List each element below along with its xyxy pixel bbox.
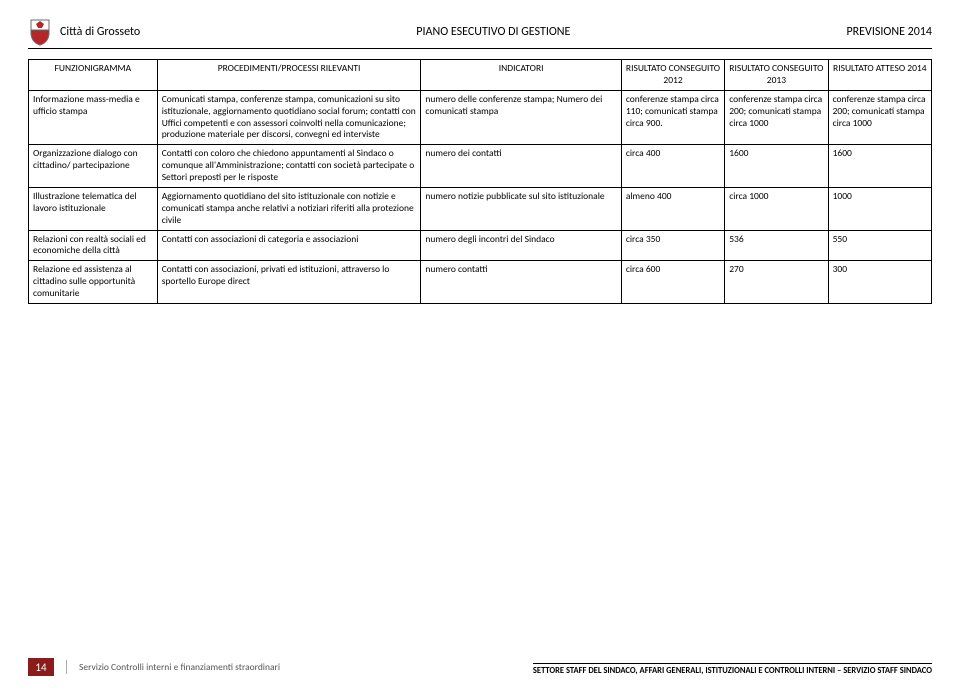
cell-r2012: conferenze stampa circa 110; comunicati …: [621, 90, 724, 145]
cell-r2012: circa 600: [621, 261, 724, 304]
cell-funz: Informazione mass-media e ufficio stampa: [29, 90, 158, 145]
cell-r2014: conferenze stampa circa 200; comunicati …: [828, 90, 931, 145]
cell-r2014: 1000: [828, 187, 931, 230]
cell-r2013: circa 1000: [725, 187, 828, 230]
header-right-text: PREVISIONE 2014: [846, 25, 932, 39]
header-left-text: Città di Grosseto: [60, 25, 140, 39]
col-header-procedimenti: PROCEDIMENTI/PROCESSI RILEVANTI: [157, 60, 421, 91]
header-left: Città di Grosseto: [28, 18, 140, 46]
page-footer: 14 Servizio Controlli interni e finanzia…: [0, 658, 960, 676]
header-center-text: PIANO ESECUTIVO DI GESTIONE: [416, 25, 570, 39]
cell-r2014: 550: [828, 230, 931, 261]
cell-r2012: circa 350: [621, 230, 724, 261]
cell-r2014: 300: [828, 261, 931, 304]
table-row: Informazione mass-media e ufficio stampa…: [29, 90, 932, 145]
footer-separator-icon: [66, 660, 67, 674]
col-header-risultato-2013: RISULTATO CONSEGUITO 2013: [725, 60, 828, 91]
page-header: Città di Grosseto PIANO ESECUTIVO DI GES…: [28, 18, 932, 49]
footer-right-text: SETTORE STAFF DEL SINDACO, AFFARI GENERA…: [533, 663, 932, 676]
col-header-risultato-2014: RISULTATO ATTESO 2014: [828, 60, 931, 91]
cell-r2012: almeno 400: [621, 187, 724, 230]
crest-icon: [28, 18, 52, 46]
footer-left: 14 Servizio Controlli interni e finanzia…: [28, 658, 280, 676]
cell-r2013: conferenze stampa circa 200; comunicati …: [725, 90, 828, 145]
cell-proc: Contatti con associazioni, privati ed is…: [157, 261, 421, 304]
cell-ind: numero degli incontri del Sindaco: [421, 230, 621, 261]
col-header-indicatori: INDICATORI: [421, 60, 621, 91]
cell-funz: Relazioni con realtà sociali ed economic…: [29, 230, 158, 261]
cell-funz: Organizzazione dialogo con cittadino/ pa…: [29, 145, 158, 188]
cell-ind: numero notizie pubblicate sul sito istit…: [421, 187, 621, 230]
cell-ind: numero dei contatti: [421, 145, 621, 188]
cell-r2013: 536: [725, 230, 828, 261]
table-row: Relazione ed assistenza al cittadino sul…: [29, 261, 932, 304]
cell-proc: Comunicati stampa, conferenze stampa, co…: [157, 90, 421, 145]
cell-proc: Contatti con associazioni di categoria e…: [157, 230, 421, 261]
cell-ind: numero contatti: [421, 261, 621, 304]
cell-ind: numero delle conferenze stampa; Numero d…: [421, 90, 621, 145]
table-header-row: FUNZIONIGRAMMA PROCEDIMENTI/PROCESSI RIL…: [29, 60, 932, 91]
cell-funz: Illustrazione telematica del lavoro isti…: [29, 187, 158, 230]
table-row: Illustrazione telematica del lavoro isti…: [29, 187, 932, 230]
cell-r2014: 1600: [828, 145, 931, 188]
cell-r2013: 1600: [725, 145, 828, 188]
footer-left-text: Servizio Controlli interni e finanziamen…: [79, 661, 280, 673]
col-header-risultato-2012: RISULTATO CONSEGUITO 2012: [621, 60, 724, 91]
page: Città di Grosseto PIANO ESECUTIVO DI GES…: [0, 0, 960, 690]
cell-proc: Contatti con coloro che chiedono appunta…: [157, 145, 421, 188]
table-row: Relazioni con realtà sociali ed economic…: [29, 230, 932, 261]
table-row: Organizzazione dialogo con cittadino/ pa…: [29, 145, 932, 188]
col-header-funzionigramma: FUNZIONIGRAMMA: [29, 60, 158, 91]
cell-funz: Relazione ed assistenza al cittadino sul…: [29, 261, 158, 304]
page-number: 14: [28, 658, 54, 676]
cell-proc: Aggiornamento quotidiano del sito istitu…: [157, 187, 421, 230]
data-table: FUNZIONIGRAMMA PROCEDIMENTI/PROCESSI RIL…: [28, 59, 932, 304]
cell-r2013: 270: [725, 261, 828, 304]
cell-r2012: circa 400: [621, 145, 724, 188]
